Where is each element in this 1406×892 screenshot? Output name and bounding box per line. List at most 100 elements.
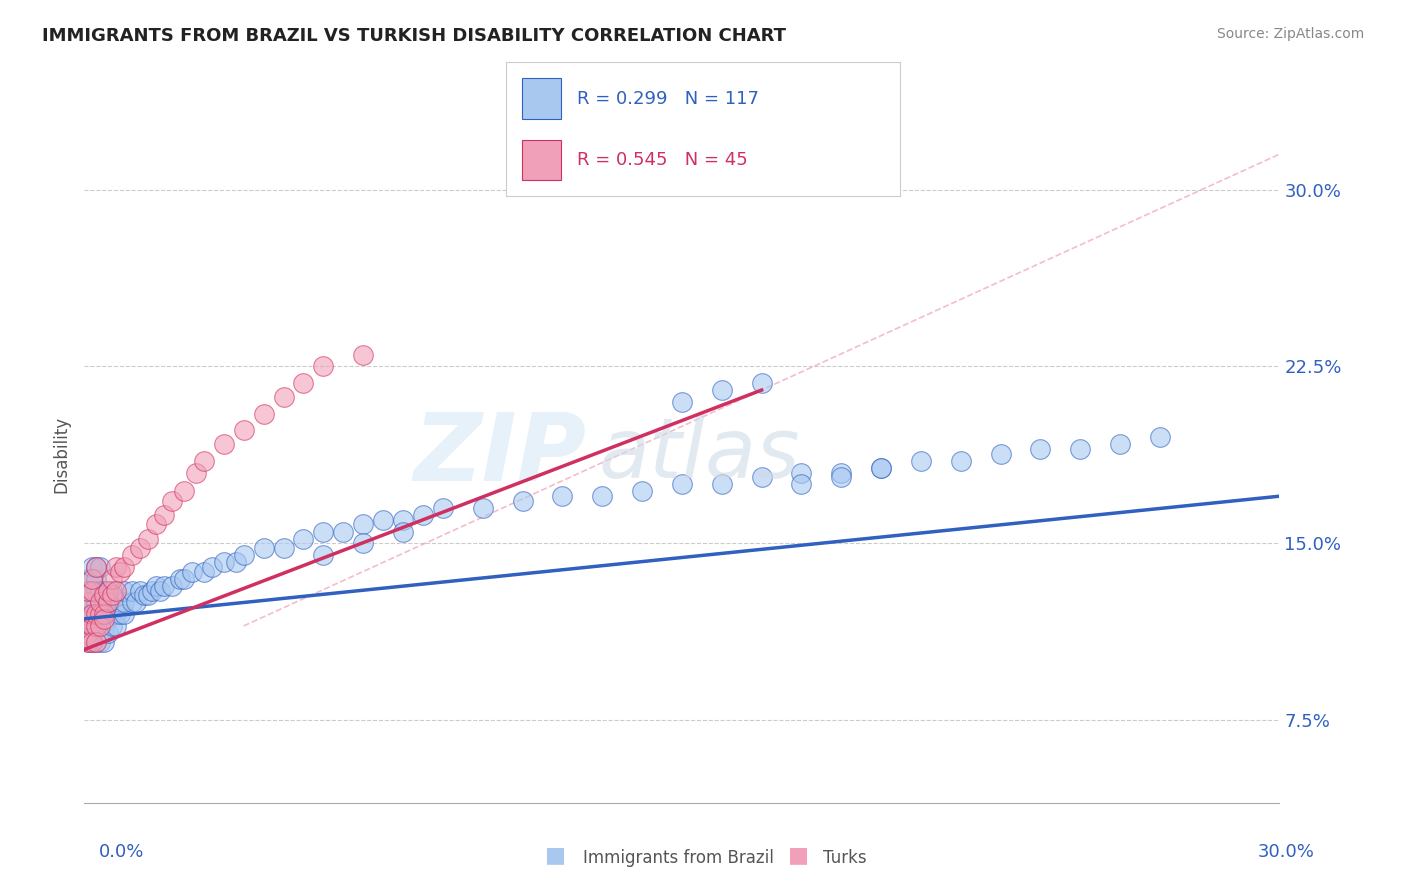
- Point: [990, 447, 1012, 461]
- Point: [949, 454, 972, 468]
- Point: [82, 626, 104, 640]
- Point: [910, 454, 932, 468]
- Point: [97, 583, 120, 598]
- Point: [121, 548, 143, 562]
- Point: [89, 583, 111, 598]
- Point: [332, 524, 354, 539]
- Point: [392, 524, 415, 539]
- Point: [86, 607, 108, 621]
- Point: [173, 484, 195, 499]
- Point: [1029, 442, 1052, 456]
- Point: [193, 454, 215, 468]
- Point: [112, 595, 135, 609]
- Point: [105, 619, 128, 633]
- Point: [1149, 430, 1171, 444]
- Point: [97, 612, 120, 626]
- Point: [112, 560, 135, 574]
- Point: [136, 532, 159, 546]
- Point: [631, 484, 654, 499]
- Text: 0.0%: 0.0%: [98, 843, 143, 861]
- Text: 30.0%: 30.0%: [1258, 843, 1315, 861]
- Point: [412, 508, 434, 522]
- Point: [132, 588, 156, 602]
- Point: [82, 583, 104, 598]
- Point: [86, 635, 108, 649]
- Point: [77, 612, 100, 626]
- Point: [312, 524, 335, 539]
- Point: [232, 423, 254, 437]
- Point: [432, 500, 454, 515]
- Point: [97, 626, 120, 640]
- Point: [77, 635, 100, 649]
- Point: [93, 635, 115, 649]
- Point: [77, 635, 100, 649]
- Point: [129, 541, 152, 555]
- Point: [89, 619, 111, 633]
- Point: [86, 560, 108, 574]
- Point: [101, 572, 124, 586]
- Point: [82, 607, 104, 621]
- Point: [86, 619, 108, 633]
- Point: [471, 500, 494, 515]
- Point: [93, 583, 115, 598]
- Point: [82, 635, 104, 649]
- Point: [97, 607, 120, 621]
- Point: [105, 595, 128, 609]
- Point: [136, 588, 159, 602]
- Point: [160, 494, 183, 508]
- Point: [232, 548, 254, 562]
- Point: [201, 560, 224, 574]
- Text: Source: ZipAtlas.com: Source: ZipAtlas.com: [1216, 27, 1364, 41]
- Point: [77, 619, 100, 633]
- Point: [93, 588, 115, 602]
- Point: [181, 565, 204, 579]
- Point: [97, 595, 120, 609]
- Text: R = 0.545   N = 45: R = 0.545 N = 45: [576, 151, 748, 169]
- Point: [77, 607, 100, 621]
- Point: [82, 572, 104, 586]
- Point: [352, 536, 374, 550]
- Point: [86, 607, 108, 621]
- Point: [751, 470, 773, 484]
- Point: [112, 607, 135, 621]
- Point: [77, 612, 100, 626]
- Point: [292, 376, 315, 390]
- Point: [86, 631, 108, 645]
- Point: [110, 595, 132, 609]
- Point: [86, 560, 108, 574]
- Point: [671, 395, 693, 409]
- Text: atlas: atlas: [599, 415, 800, 495]
- Point: [121, 595, 143, 609]
- Point: [93, 607, 115, 621]
- Point: [551, 489, 574, 503]
- Point: [82, 595, 104, 609]
- Point: [82, 572, 104, 586]
- Point: [77, 595, 100, 609]
- Point: [273, 390, 295, 404]
- Point: [77, 572, 100, 586]
- Point: [751, 376, 773, 390]
- Text: Turks: Turks: [823, 849, 866, 867]
- Point: [82, 619, 104, 633]
- Point: [790, 466, 813, 480]
- Point: [97, 595, 120, 609]
- Point: [153, 508, 176, 522]
- Point: [149, 583, 172, 598]
- Point: [710, 477, 733, 491]
- Point: [830, 466, 852, 480]
- Point: [292, 532, 315, 546]
- Bar: [522, 140, 561, 180]
- Point: [89, 635, 111, 649]
- Point: [312, 548, 335, 562]
- Text: ■: ■: [789, 846, 808, 865]
- Point: [93, 595, 115, 609]
- Point: [89, 595, 111, 609]
- Point: [93, 626, 115, 640]
- Point: [141, 583, 163, 598]
- Point: [86, 572, 108, 586]
- Point: [101, 619, 124, 633]
- Point: [86, 619, 108, 633]
- Point: [82, 607, 104, 621]
- Point: [212, 437, 235, 451]
- Point: [82, 560, 104, 574]
